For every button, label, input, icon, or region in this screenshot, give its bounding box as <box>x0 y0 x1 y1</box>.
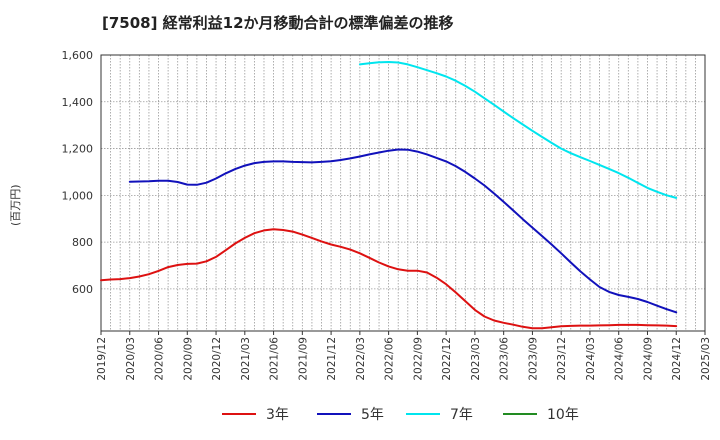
x-tick-label: 2024/12 <box>671 337 683 381</box>
legend-swatch <box>406 413 440 415</box>
x-tick-label: 2024/09 <box>642 337 654 381</box>
x-tick-label: 2024/06 <box>614 337 626 381</box>
legend-item: 5年 <box>317 402 384 426</box>
y-tick-label: 800 <box>72 236 93 249</box>
series-line-5年 <box>128 148 678 314</box>
legend-label: 5年 <box>361 407 384 423</box>
y-tick-label: 1,600 <box>62 49 94 62</box>
x-tick-label: 2022/09 <box>412 337 424 381</box>
x-tick-label: 2023/09 <box>527 337 539 381</box>
y-tick-label: 1,000 <box>62 189 94 202</box>
y-tick-label: 600 <box>72 283 93 296</box>
x-tick-label: 2023/03 <box>470 337 482 381</box>
series-lines <box>100 61 678 330</box>
x-tick-label: 2020/09 <box>182 337 194 381</box>
x-tick-label: 2020/03 <box>125 337 137 381</box>
chart-title: [7508] 経常利益12か月移動合計の標準偏差の推移 <box>102 14 454 32</box>
x-tick-label: 2023/12 <box>556 337 568 381</box>
x-tick-label: 2024/03 <box>585 337 597 381</box>
grid <box>101 54 705 331</box>
plot-frame <box>100 54 706 332</box>
x-tick-label: 2021/12 <box>326 337 338 381</box>
x-tick-label: 2019/12 <box>96 337 108 381</box>
x-tick-label: 2021/06 <box>269 337 281 381</box>
series-line-7年 <box>358 61 678 199</box>
legend-item: 3年 <box>222 402 289 426</box>
legend-label: 3年 <box>266 407 289 423</box>
legend-swatch <box>222 413 256 415</box>
legend-swatch <box>317 413 351 415</box>
legend-label: 7年 <box>450 407 473 423</box>
axes: 600 800 1,000 1,200 1,400 1,600 2019/12 2020/03… <box>62 49 713 381</box>
y-tick-label: 1,400 <box>62 96 94 109</box>
x-tick-label: 2020/12 <box>211 337 223 381</box>
series-line-3年 <box>100 228 678 330</box>
x-tick-label: 2020/06 <box>154 337 166 381</box>
legend-label: 10年 <box>547 407 579 423</box>
legend-item: 10年 <box>503 402 579 426</box>
legend-item: 7年 <box>406 402 473 426</box>
y-tick-label: 1,200 <box>62 143 94 156</box>
legend-swatch <box>503 413 537 415</box>
x-tick-label: 2022/12 <box>441 337 453 381</box>
legend: 3年 5年 7年 10年 <box>0 402 720 426</box>
x-tick-label: 2025/03 <box>700 337 712 381</box>
x-tick-label: 2022/06 <box>384 337 396 381</box>
x-tick-label: 2023/06 <box>499 337 511 381</box>
line-chart: 600 800 1,000 1,200 1,400 1,600 2019/12 2020/03… <box>62 49 713 381</box>
x-tick-label: 2021/09 <box>297 337 309 381</box>
x-tick-label: 2021/03 <box>240 337 252 381</box>
x-tick-label: 2022/03 <box>355 337 367 381</box>
